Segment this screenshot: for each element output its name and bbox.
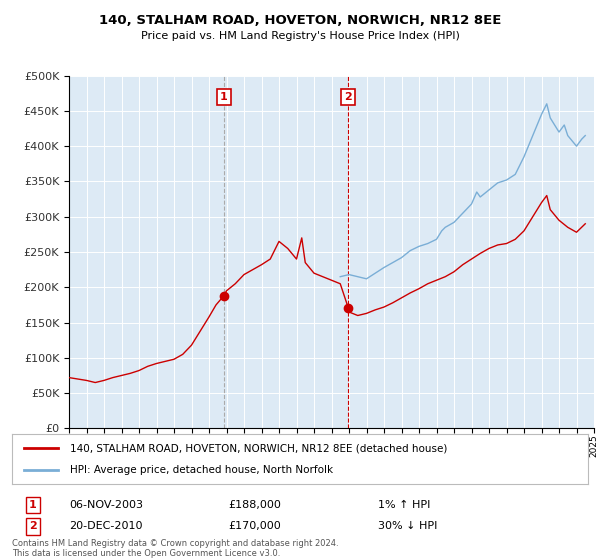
Text: £188,000: £188,000 xyxy=(228,500,281,510)
Text: 1: 1 xyxy=(29,500,37,510)
Text: 06-NOV-2003: 06-NOV-2003 xyxy=(69,500,143,510)
Text: 140, STALHAM ROAD, HOVETON, NORWICH, NR12 8EE (detached house): 140, STALHAM ROAD, HOVETON, NORWICH, NR1… xyxy=(70,443,447,453)
Text: HPI: Average price, detached house, North Norfolk: HPI: Average price, detached house, Nort… xyxy=(70,465,333,475)
Text: Contains HM Land Registry data © Crown copyright and database right 2024.
This d: Contains HM Land Registry data © Crown c… xyxy=(12,539,338,558)
Text: 1: 1 xyxy=(220,92,228,102)
Text: 2: 2 xyxy=(344,92,352,102)
Text: Price paid vs. HM Land Registry's House Price Index (HPI): Price paid vs. HM Land Registry's House … xyxy=(140,31,460,41)
Text: £170,000: £170,000 xyxy=(228,521,281,531)
Text: 2: 2 xyxy=(29,521,37,531)
Text: 1% ↑ HPI: 1% ↑ HPI xyxy=(378,500,430,510)
Text: 30% ↓ HPI: 30% ↓ HPI xyxy=(378,521,437,531)
Text: 20-DEC-2010: 20-DEC-2010 xyxy=(69,521,143,531)
Text: 140, STALHAM ROAD, HOVETON, NORWICH, NR12 8EE: 140, STALHAM ROAD, HOVETON, NORWICH, NR1… xyxy=(99,14,501,27)
